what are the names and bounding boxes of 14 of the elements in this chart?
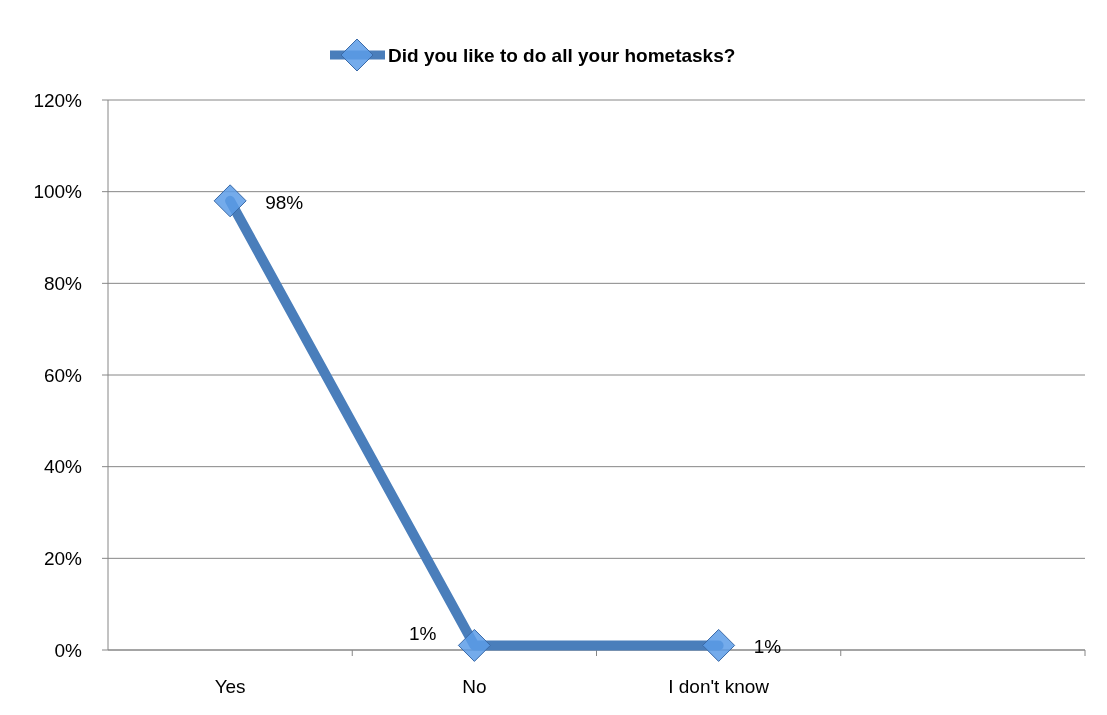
- y-tick-label: 0%: [54, 639, 83, 661]
- data-label: 98%: [265, 191, 304, 213]
- x-tick-label: No: [462, 676, 487, 697]
- y-tick-label: 120%: [33, 89, 83, 111]
- y-tick-label: 100%: [33, 181, 83, 203]
- legend-label: Did you like to do all your hometasks?: [388, 44, 736, 66]
- y-tick-label: 80%: [43, 272, 83, 294]
- data-label: 1%: [408, 623, 437, 645]
- data-label: 1%: [753, 636, 782, 658]
- y-tick-label: 40%: [43, 456, 83, 478]
- y-tick-label: 20%: [43, 547, 83, 569]
- x-tick-label: Yes: [214, 676, 246, 697]
- y-tick-label: 60%: [43, 364, 83, 386]
- x-tick-label: I don't know: [668, 676, 770, 697]
